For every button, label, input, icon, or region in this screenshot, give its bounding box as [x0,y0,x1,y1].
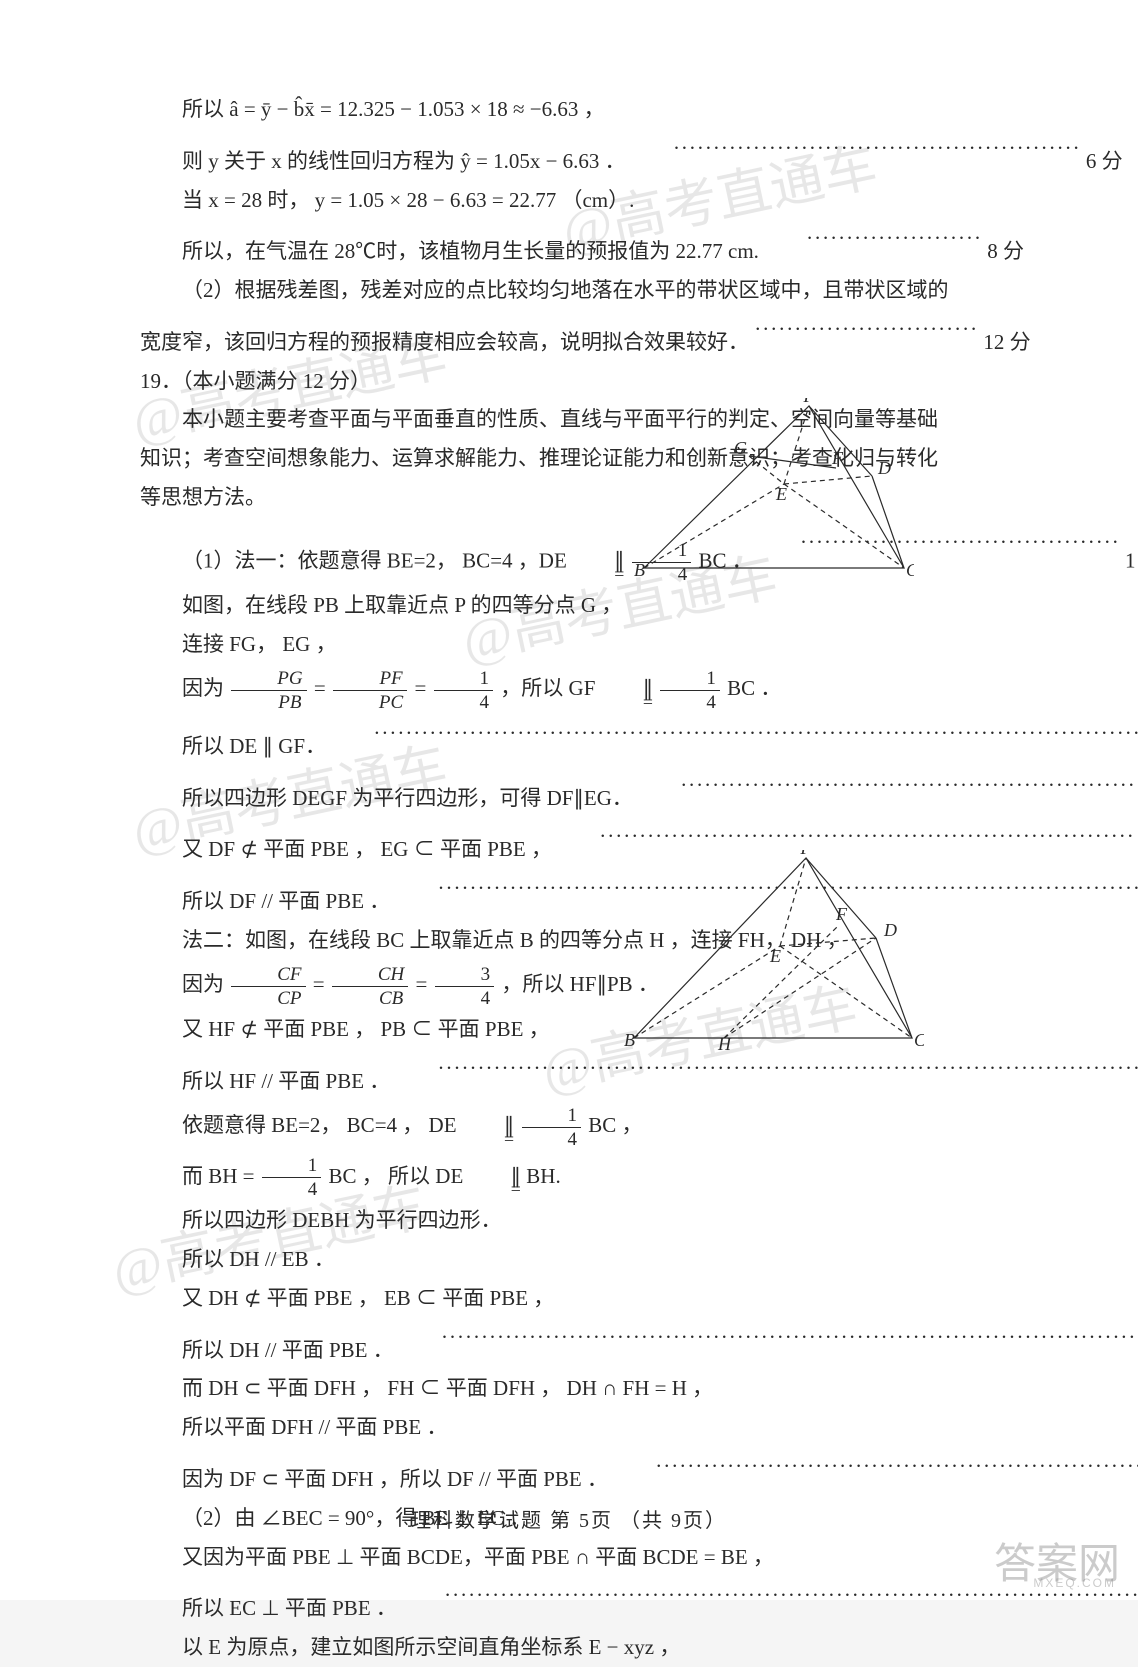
text: BH. [526,1164,560,1188]
parallel-equal-icon: ∥ [601,663,654,713]
score: 12 分 [983,330,1030,354]
text-line: 又 DH ⊄ 平面 PBE ， EB ⊂ 平面 PBE ， [140,1279,1028,1318]
text-line: 又因为平面 PBE ⊥ 平面 BCDE，平面 PBE ∩ 平面 BCDE = B… [140,1538,1028,1577]
text: 所以 DH // 平面 PBE ． [182,1338,394,1362]
text: 所以 DF // 平面 PBE ． [182,889,390,913]
text-line: 如图，在线段 PB 上取靠近点 P 的四等分点 G ， [140,586,1028,625]
leader-dots: ········································… [331,714,1138,753]
leader-dots: ········································… [631,129,1081,168]
leader-dots: ···························· [754,310,978,349]
leader-dots: ········································… [613,1447,1138,1486]
text-line: 连接 FG， EG ， [140,625,1028,664]
page: @高考直通车 @高考直通车 @高考直通车 @高考直通车 @高考直通车 @高考直通… [0,0,1138,1600]
score: 6 分 [1086,149,1123,173]
score: 8 分 [987,239,1024,263]
page-footer: 理科数学试题 第 5页 （共 9页） [0,1503,1138,1540]
text-line: 因为 DF ⊂ 平面 DFH ，所以 DF // 平面 PBE ． ······… [140,1447,1028,1499]
fraction: PFPC [333,669,407,712]
text: 又 DF ⊄ 平面 PBE ， EG ⊂ 平面 PBE ， [182,837,552,861]
text: （1）法一：依题意得 BE=2， BC=4 ，DE [182,548,572,572]
text-line: 所以 â = ȳ − b̂x̄ = 12.325 − 1.053 × 18 ≈ … [140,90,1028,129]
text: 因为 DF ⊂ 平面 DFH ，所以 DF // 平面 PBE ． [182,1467,608,1491]
question-number: 19．（本小题满分 12 分） [140,362,1028,401]
text: 所以 HF // 平面 PBE ． [182,1069,390,1093]
text: BC ， 所以 DE [329,1164,469,1188]
text: ，所以 GF [500,676,600,700]
text: 因为 [182,972,229,996]
geometry-figure-1: P B C D E F G [614,398,914,578]
fraction: 14 [434,669,494,712]
vertex-label: B [624,1030,635,1050]
vertex-label: E [769,946,781,966]
parallel-equal-icon: ∥ [469,1151,522,1201]
text: 则 y 关于 x 的线性回归方程为 ŷ = 1.05x − 6.63 ． [182,149,626,173]
vertex-label: B [634,560,645,578]
fraction: 14 [262,1156,322,1199]
text-line: 所以 DH // EB ． [140,1240,1028,1279]
text: 宽度窄，该回归方程的预报精度相应会较高，说明拟合效果较好． [140,330,749,354]
vertex-label: D [883,920,897,940]
fraction: 14 [522,1106,582,1149]
text-line: 当 x = 28 时， y = 1.05 × 28 − 6.63 = 22.77… [140,181,1028,220]
text: 所以，在气温在 28℃时，该植物月生长量的预报值为 22.77 cm. [182,239,759,263]
text-line: 而 BH = 14 BC ， 所以 DE ∥ BH. [140,1151,1028,1201]
text: 所以 DE ∥ GF． [182,734,326,758]
parallel-equal-icon: ∥ [462,1100,515,1150]
vertex-label: P [803,398,815,406]
corner-logo-sub: MXEQ.COM [1033,1572,1116,1594]
fraction: 34 [435,965,495,1008]
text: 依题意得 BE=2， BC=4 ， DE [182,1113,462,1137]
geometry-figure-2: P B C D E F H [604,850,924,1050]
text-line: 以 E 为原点，建立如图所示空间直角坐标系 E − xyz ， [140,1628,1028,1667]
text-line: 则 y 关于 x 的线性回归方程为 ŷ = 1.05x − 6.63 ． ···… [140,129,1028,181]
vertex-label: F [831,448,844,468]
text: 而 BH = [182,1164,260,1188]
fraction: CFCP [231,965,305,1008]
text-line: 而 DH ⊂ 平面 DFH ， FH ⊂ 平面 DFH ， DH ∩ FH = … [140,1369,1028,1408]
leader-dots: ······················ [764,219,982,258]
vertex-label: E [775,484,787,504]
text-line: 所以四边形 DEGF 为平行四边形，可得 DF∥EG． ············… [140,766,1028,818]
vertex-label: D [877,458,891,478]
text-line: 宽度窄，该回归方程的预报精度相应会较高，说明拟合效果较好． ··········… [140,310,1028,362]
text-line: 所以 DH // 平面 PBE ． ······················… [140,1318,1028,1370]
text: BC ， [588,1113,642,1137]
text-line: 所以平面 DFH // 平面 PBE ． [140,1408,1028,1447]
text-line: 因为 PGPB = PFPC = 14 ，所以 GF ∥ 14 BC ． [140,663,1028,713]
text-line: 所以 DE ∥ GF． ····························… [140,714,1028,766]
score: 1 分 [1125,548,1138,572]
vertex-label: H [717,1034,732,1050]
vertex-label: C [914,1030,924,1050]
text: 所以四边形 DEGF 为平行四边形，可得 DF∥EG． [182,785,633,809]
text-line: 依题意得 BE=2， BC=4 ， DE ∥ 14 BC ， [140,1100,1028,1150]
leader-dots: ········································… [638,766,1138,805]
text-line: （2）根据残差图，残差对应的点比较均匀地落在水平的带状区域中，且带状区域的 [140,271,1028,310]
text: 因为 [182,676,229,700]
leader-dots: ········································… [396,1049,1138,1088]
text-line: 所以 HF // 平面 PBE ． ······················… [140,1049,1028,1101]
vertex-label: P [800,850,812,858]
leader-dots: ········································… [399,1318,1138,1357]
fraction: PGPB [231,669,306,712]
fraction: CHCB [332,965,408,1008]
vertex-label: F [835,904,848,924]
vertex-label: G [734,438,747,458]
text-line: 所以四边形 DEBH 为平行四边形． [140,1201,1028,1240]
text-line: 所以 EC ⊥ 平面 PBE ． ·······················… [140,1576,1028,1628]
text: BC ． [727,676,781,700]
text-line: 所以，在气温在 28℃时，该植物月生长量的预报值为 22.77 cm. ····… [140,219,1028,271]
fraction: 14 [660,669,720,712]
vertex-label: C [906,560,914,578]
